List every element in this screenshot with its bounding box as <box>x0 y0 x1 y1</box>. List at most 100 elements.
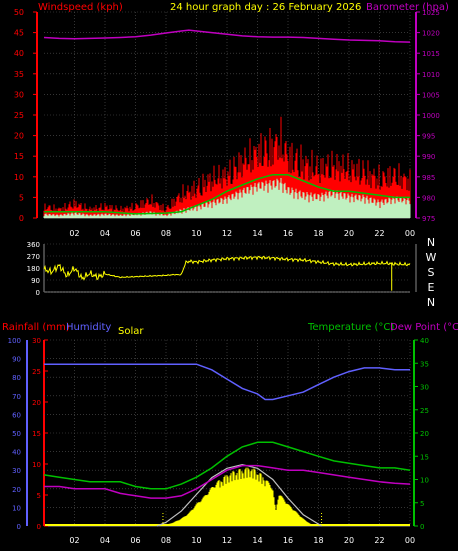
x-tick-label: 16 <box>283 536 293 545</box>
humidity-tick-label: 10 <box>12 504 21 512</box>
x-tick-label: 20 <box>344 536 354 545</box>
x-tick-label: 02 <box>69 536 79 545</box>
compass-label: E <box>428 281 435 294</box>
compass-label: S <box>428 266 435 279</box>
x-tick-label: 06 <box>130 536 140 545</box>
humidity-tick-label: 60 <box>12 411 21 419</box>
humidity-tick-label: 50 <box>12 430 21 438</box>
x-tick-label: 14 <box>252 229 262 238</box>
rainfall-tick-label: 30 <box>32 337 41 345</box>
rainfall-tick-label: 0 <box>37 523 41 531</box>
solar-axis-title: Solar <box>118 326 144 337</box>
temperature-tick-label: 30 <box>420 384 429 392</box>
windspeed-tick-label: 30 <box>14 90 24 99</box>
x-tick-label: 04 <box>100 536 110 545</box>
x-tick-label: 08 <box>161 229 171 238</box>
humidity-tick-label: 40 <box>12 449 21 457</box>
windspeed-tick-label: 20 <box>14 132 24 141</box>
temperature-axis-title: Temperature (°C) <box>307 322 394 333</box>
humidity-tick-label: 100 <box>8 337 21 345</box>
windspeed-tick-label: 35 <box>14 70 24 79</box>
humidity-tick-label: 80 <box>12 374 21 382</box>
wind-average-line <box>44 173 410 215</box>
x-tick-label: 16 <box>283 229 293 238</box>
temperature-tick-label: 0 <box>420 523 424 531</box>
barometer-tick-label: 1015 <box>422 50 440 58</box>
compass-label: N <box>427 236 435 249</box>
wind-baro-chart: 0510152025303540455097598098599099510001… <box>14 8 440 238</box>
windspeed-tick-label: 0 <box>19 214 24 223</box>
temperature-tick-label: 5 <box>420 500 424 508</box>
x-tick-label: 10 <box>191 229 201 238</box>
barometer-line <box>43 29 411 43</box>
rainfall-axis-title: Rainfall (mm) <box>2 322 70 333</box>
x-tick-label: 10 <box>191 536 201 545</box>
rainfall-tick-label: 5 <box>37 492 41 500</box>
dewpoint-axis-title: Dew Point (°C) <box>390 322 458 333</box>
x-tick-label: 08 <box>161 536 171 545</box>
humidity-tick-label: 20 <box>12 486 21 494</box>
temperature-tick-label: 25 <box>420 407 429 415</box>
x-tick-label: 18 <box>313 229 323 238</box>
compass-label: N <box>427 296 435 309</box>
x-tick-label: 22 <box>374 229 384 238</box>
direction-tick-label: 360 <box>27 241 40 249</box>
temperature-humidity-solar-chart: 0102030405060708090100051015202530051015… <box>8 337 429 545</box>
windspeed-tick-label: 45 <box>14 29 24 38</box>
rainfall-tick-label: 25 <box>32 368 41 376</box>
x-tick-label: 00 <box>405 229 415 238</box>
temperature-tick-label: 10 <box>420 477 429 485</box>
windspeed-axis-title: Windspeed (kph) <box>38 2 123 13</box>
wind-direction-line <box>43 255 411 281</box>
barometer-tick-label: 990 <box>422 153 435 161</box>
x-tick-label: 22 <box>374 536 384 545</box>
rainfall-tick-label: 10 <box>32 461 41 469</box>
direction-tick-label: 90 <box>31 277 40 285</box>
solar-baseline <box>45 524 410 526</box>
x-tick-label: 02 <box>69 229 79 238</box>
humidity-axis-title: Humidity <box>66 322 111 333</box>
x-tick-label: 14 <box>252 536 262 545</box>
temperature-line <box>43 441 411 490</box>
x-tick-label: 00 <box>405 536 415 545</box>
humidity-tick-label: 70 <box>12 393 21 401</box>
direction-tick-label: 180 <box>27 265 40 273</box>
barometer-tick-label: 1020 <box>422 30 440 38</box>
barometer-tick-label: 1025 <box>422 9 440 17</box>
temperature-tick-label: 40 <box>420 337 429 345</box>
windspeed-tick-label: 5 <box>19 193 24 202</box>
humidity-tick-label: 90 <box>12 356 21 364</box>
windspeed-tick-label: 40 <box>14 49 24 58</box>
x-tick-label: 12 <box>222 536 232 545</box>
windspeed-tick-label: 15 <box>14 152 24 161</box>
x-tick-label: 06 <box>130 229 140 238</box>
compass-label: W <box>426 251 437 264</box>
barometer-tick-label: 985 <box>422 174 435 182</box>
barometer-tick-label: 995 <box>422 133 435 141</box>
graph-title: 24 hour graph day : 26 February 2026 <box>170 2 361 13</box>
barometer-axis-title: Barometer (hpa) <box>366 2 449 13</box>
barometer-tick-label: 980 <box>422 194 435 202</box>
x-tick-label: 04 <box>100 229 110 238</box>
direction-tick-label: 270 <box>27 253 40 261</box>
windspeed-tick-label: 10 <box>14 173 24 182</box>
humidity-tick-label: 0 <box>17 523 21 531</box>
x-tick-label: 12 <box>222 229 232 238</box>
temperature-tick-label: 20 <box>420 430 429 438</box>
barometer-tick-label: 1000 <box>422 112 440 120</box>
solar-max-line <box>156 463 322 527</box>
windspeed-tick-label: 25 <box>14 111 24 120</box>
barometer-tick-label: 975 <box>422 215 435 223</box>
x-tick-label: 20 <box>344 229 354 238</box>
direction-tick-label: 0 <box>36 289 40 297</box>
dewpoint-line <box>44 464 411 499</box>
windspeed-tick-label: 50 <box>14 8 24 17</box>
rainfall-tick-label: 20 <box>32 399 41 407</box>
barometer-tick-label: 1010 <box>422 71 440 79</box>
temperature-tick-label: 15 <box>420 453 429 461</box>
humidity-line <box>44 363 410 401</box>
temperature-tick-label: 35 <box>420 360 429 368</box>
rainfall-tick-label: 15 <box>32 430 41 438</box>
humidity-tick-label: 30 <box>12 467 21 475</box>
